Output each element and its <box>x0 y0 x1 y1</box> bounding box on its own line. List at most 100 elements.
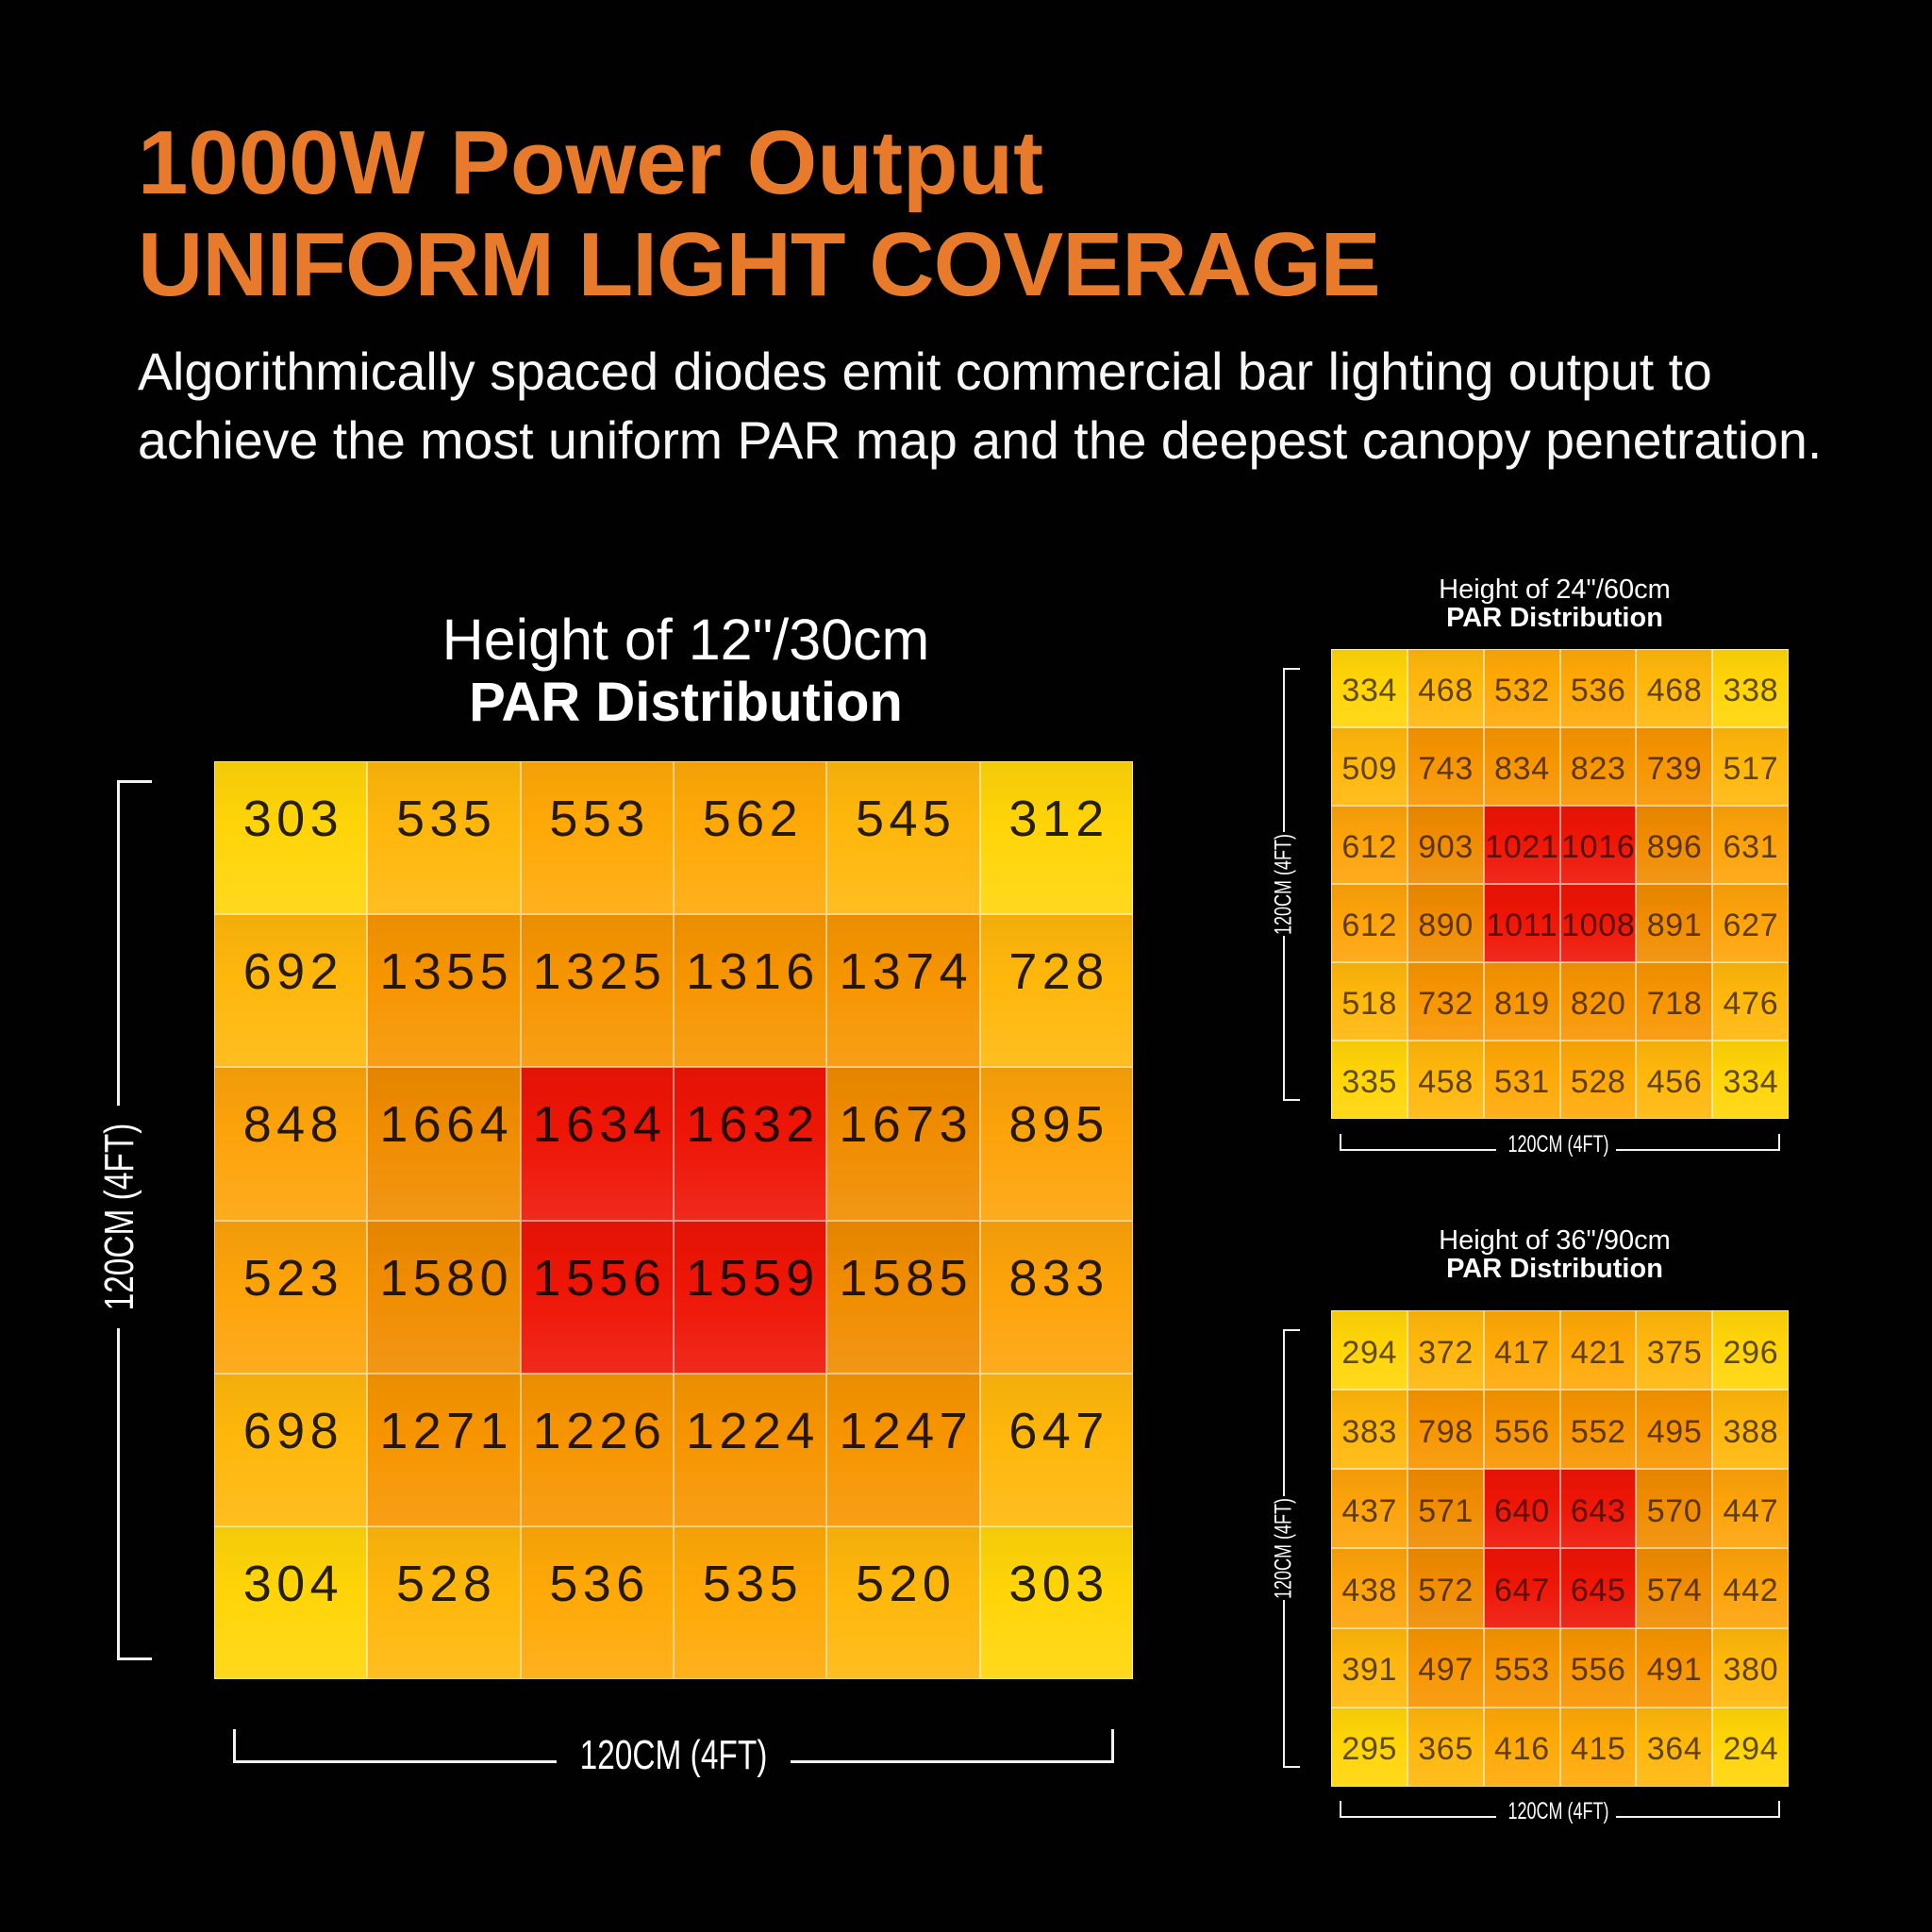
chart2-xaxis-line-right <box>1616 1149 1780 1151</box>
par-cell: 335 <box>1331 1041 1407 1119</box>
par-value: 834 <box>1494 751 1550 787</box>
par-cell: 1374 <box>826 914 980 1068</box>
par-cell: 523 <box>214 1220 368 1374</box>
par-cell: 509 <box>1331 727 1407 806</box>
par-value: 458 <box>1418 1064 1474 1100</box>
par-value: 528 <box>396 1555 497 1612</box>
par-cell: 823 <box>1559 727 1637 806</box>
par-cell: 732 <box>1407 962 1484 1041</box>
par-cell: 571 <box>1407 1469 1484 1549</box>
par-cell: 421 <box>1559 1310 1637 1391</box>
par-cell: 415 <box>1559 1707 1637 1787</box>
par-cell: 365 <box>1407 1707 1484 1787</box>
par-cell: 458 <box>1407 1041 1484 1119</box>
par-cell: 364 <box>1636 1707 1713 1787</box>
par-value: 491 <box>1646 1652 1703 1689</box>
par-value: 335 <box>1341 1064 1398 1100</box>
par-cell: 1325 <box>520 914 674 1068</box>
par-value: 497 <box>1418 1652 1474 1689</box>
par-value: 1556 <box>532 1249 667 1307</box>
par-value: 295 <box>1341 1731 1398 1768</box>
par-value: 532 <box>1494 673 1550 708</box>
chart1-title: Height of 12"/30cm <box>441 608 930 672</box>
par-cell: 612 <box>1331 806 1407 884</box>
chart2-xaxis-line-left <box>1340 1149 1496 1151</box>
par-value: 1316 <box>685 943 820 1001</box>
par-value: 421 <box>1570 1334 1626 1371</box>
par-grid-30cm: 303 535 553 562 545 312 692 1355 1325 1316 1374 728… <box>214 761 1133 1679</box>
par-value: 438 <box>1341 1573 1398 1609</box>
par-value: 523 <box>242 1249 343 1307</box>
chart1-yaxis-tick-top <box>117 780 152 783</box>
par-value: 417 <box>1494 1334 1550 1371</box>
par-value: 338 <box>1723 673 1779 708</box>
par-grid-90cm: 294 372 417 421 375 296 383 798 556 552 495 388 437 5… <box>1331 1310 1789 1787</box>
par-value: 312 <box>1008 791 1109 848</box>
par-value: 535 <box>702 1555 803 1612</box>
par-cell: 442 <box>1712 1548 1789 1628</box>
par-cell: 531 <box>1483 1041 1560 1119</box>
chart3-xaxis-tick-left <box>1340 1801 1341 1818</box>
chart1-xaxis-line-left <box>233 1760 557 1763</box>
chart2-title: Height of 24"/60cm <box>1439 575 1671 605</box>
par-cell: 438 <box>1331 1548 1407 1628</box>
par-cell: 1585 <box>826 1220 980 1374</box>
par-cell: 834 <box>1483 727 1560 806</box>
par-value: 535 <box>396 791 497 848</box>
par-cell: 1556 <box>520 1220 674 1374</box>
par-value: 1673 <box>839 1096 974 1154</box>
par-cell: 631 <box>1712 806 1789 884</box>
par-value: 833 <box>1008 1249 1109 1307</box>
par-cell: 1011 <box>1483 884 1560 962</box>
par-value: 545 <box>856 791 957 848</box>
par-cell: 338 <box>1712 649 1789 727</box>
par-cell: 903 <box>1407 806 1484 884</box>
par-cell: 520 <box>826 1525 980 1679</box>
par-value: 572 <box>1418 1573 1474 1609</box>
par-cell: 819 <box>1483 962 1560 1041</box>
par-cell: 612 <box>1331 884 1407 962</box>
par-value: 890 <box>1418 908 1474 943</box>
par-cell: 416 <box>1483 1707 1560 1787</box>
par-cell: 294 <box>1712 1707 1789 1787</box>
par-cell: 643 <box>1559 1469 1637 1549</box>
chart3-subtitle: PAR Distribution <box>1446 1254 1663 1284</box>
par-value: 536 <box>549 1555 650 1612</box>
par-cell: 1016 <box>1559 806 1637 884</box>
chart1-xaxis-line-right <box>791 1760 1114 1763</box>
par-cell: 1664 <box>367 1067 521 1221</box>
par-cell: 375 <box>1636 1310 1713 1391</box>
par-value: 383 <box>1341 1413 1398 1450</box>
par-value: 468 <box>1418 673 1474 708</box>
par-value: 895 <box>1008 1096 1109 1154</box>
par-cell: 535 <box>673 1525 827 1679</box>
par-cell: 574 <box>1636 1548 1713 1628</box>
par-value: 553 <box>549 791 650 848</box>
chart1-xaxis-tick-left <box>233 1729 236 1763</box>
par-value: 631 <box>1723 829 1779 865</box>
par-cell: 553 <box>1483 1627 1560 1707</box>
par-value: 732 <box>1418 986 1474 1022</box>
chart1-yaxis-line-bottom <box>117 1328 120 1660</box>
par-value: 296 <box>1723 1334 1779 1371</box>
chart3-yaxis-tick-top <box>1283 1329 1300 1331</box>
par-cell: 518 <box>1331 962 1407 1041</box>
par-cell: 1634 <box>520 1067 674 1221</box>
par-cell: 1559 <box>673 1220 827 1374</box>
par-cell: 552 <box>1559 1390 1637 1470</box>
par-value: 728 <box>1008 943 1109 1001</box>
par-value: 416 <box>1494 1731 1550 1768</box>
par-value: 517 <box>1723 751 1779 787</box>
par-cell: 528 <box>1559 1041 1637 1119</box>
par-cell: 468 <box>1407 649 1484 727</box>
par-cell: 895 <box>979 1067 1133 1221</box>
par-cell: 698 <box>214 1373 368 1526</box>
par-value: 334 <box>1723 1064 1779 1100</box>
chart3-yaxis-line-bottom <box>1283 1600 1285 1768</box>
par-value: 372 <box>1418 1334 1474 1371</box>
par-cell: 517 <box>1712 727 1789 806</box>
par-cell: 896 <box>1636 806 1713 884</box>
par-value: 294 <box>1341 1334 1398 1371</box>
chart1-xaxis-label: 120CM (4FT) <box>579 1732 768 1778</box>
par-cell: 1271 <box>367 1373 521 1526</box>
